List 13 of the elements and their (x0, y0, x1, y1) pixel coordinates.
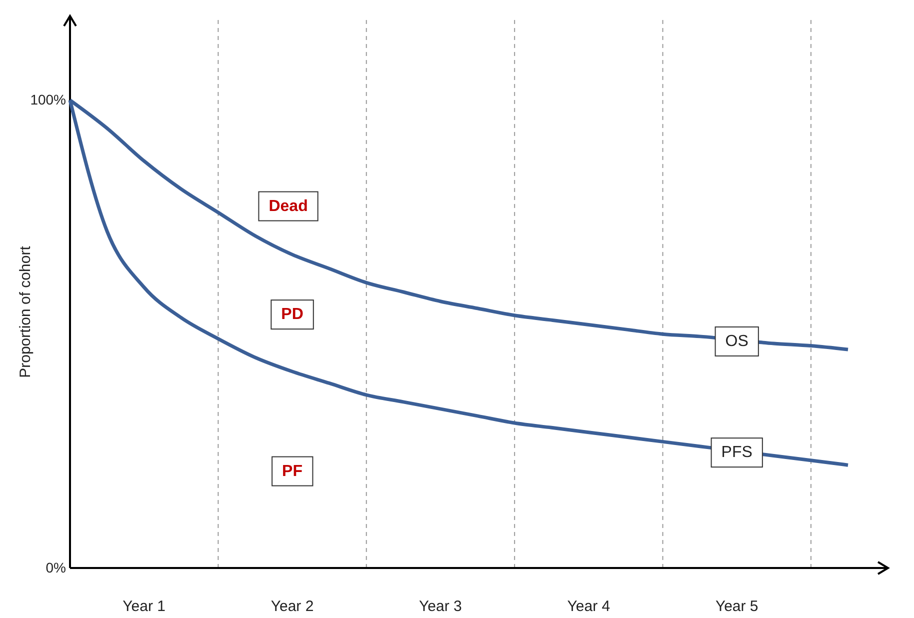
annotation: Dead (268, 198, 308, 215)
x-tick-label: Year 2 (270, 598, 314, 615)
annotation: PF (282, 462, 303, 480)
series-label: OS (725, 332, 748, 350)
x-tick-label: Year 4 (567, 598, 610, 615)
x-tick-label: Year 3 (419, 598, 462, 615)
y-tick-label: 100% (30, 92, 66, 108)
annotation: PD (281, 306, 304, 324)
y-tick-label: 0% (46, 559, 66, 576)
y-axis-title: Proportion of cohort (17, 245, 34, 378)
x-tick-label: Year 5 (715, 598, 758, 615)
x-tick-label: Year 1 (122, 598, 166, 615)
series-label: PFS (721, 444, 752, 462)
